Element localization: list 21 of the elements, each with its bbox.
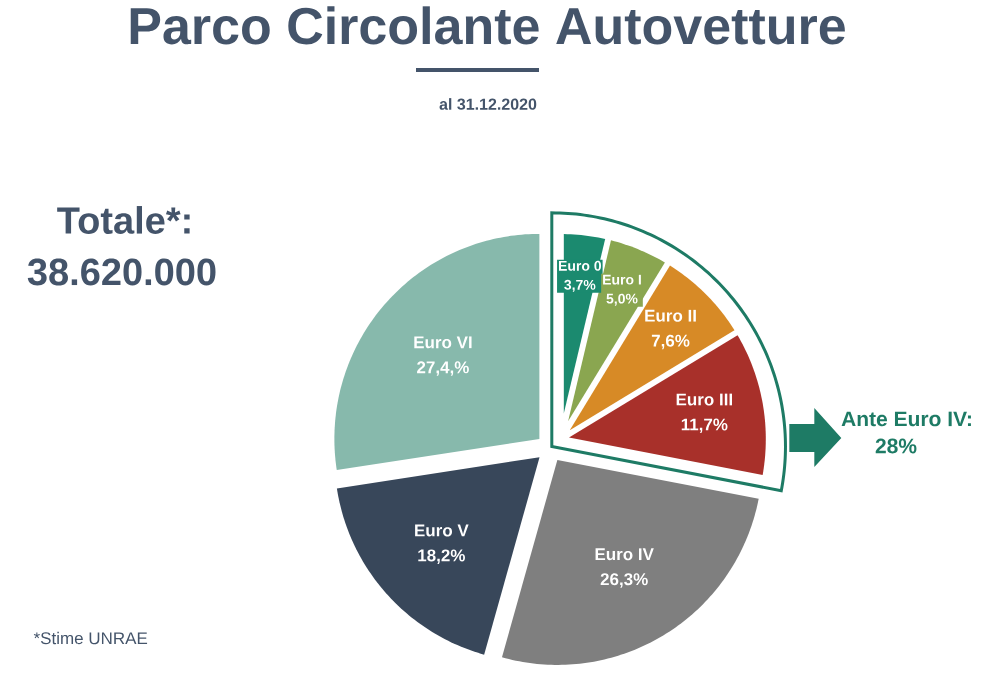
slice-label: Euro II bbox=[645, 309, 696, 322]
data-label: 7,6% bbox=[651, 334, 690, 350]
data-label: 27,4,% bbox=[417, 361, 469, 376]
text: Totale*: bbox=[57, 206, 190, 234]
text: 38.620.000 bbox=[27, 258, 216, 286]
chart-title: Parco Circolante Autovetture bbox=[130, 6, 845, 45]
data-label: 26,3% bbox=[600, 573, 648, 588]
chart-subtitle: al 31.12.2020 bbox=[439, 98, 537, 110]
data-label: 11,7% bbox=[681, 418, 728, 433]
slice-label: Euro 0 bbox=[558, 260, 602, 271]
data-label: 3,7% bbox=[564, 279, 596, 292]
text: *Stime UNRAE bbox=[33, 631, 148, 645]
data-label: 18,2% bbox=[418, 549, 465, 564]
slice-label: Euro V bbox=[415, 524, 469, 537]
text: 28% bbox=[875, 438, 917, 454]
data-label: 5,0% bbox=[606, 293, 638, 306]
slice-label: Euro VI bbox=[414, 336, 472, 349]
text: Ante Euro IV: bbox=[841, 411, 971, 427]
slice-label: Euro IV bbox=[595, 548, 654, 561]
slice-label: Euro III bbox=[676, 393, 732, 406]
slice-label: Euro I bbox=[603, 274, 641, 285]
